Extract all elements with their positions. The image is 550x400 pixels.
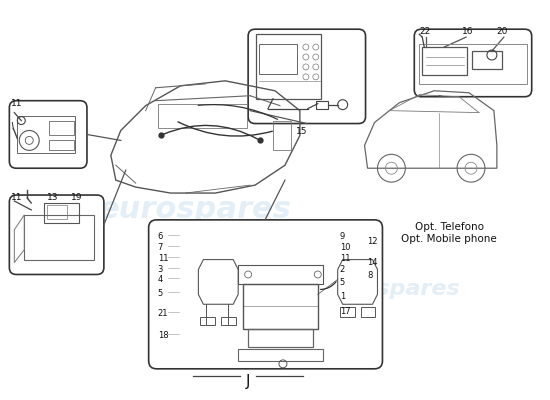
Text: 11: 11 xyxy=(12,193,23,202)
Text: 12: 12 xyxy=(367,237,378,246)
Text: 17: 17 xyxy=(340,307,350,316)
Bar xyxy=(472,51,502,69)
Text: 18: 18 xyxy=(158,331,168,340)
Text: J: J xyxy=(246,374,250,389)
Bar xyxy=(221,317,236,325)
Text: 15: 15 xyxy=(296,126,307,136)
Text: eurospares: eurospares xyxy=(99,196,292,224)
Text: 9: 9 xyxy=(340,232,345,241)
Bar xyxy=(259,44,297,74)
Bar xyxy=(47,205,67,219)
Text: 5: 5 xyxy=(340,278,345,288)
Text: 22: 22 xyxy=(419,27,431,36)
Bar xyxy=(316,101,328,109)
Text: 11: 11 xyxy=(158,254,168,263)
Text: 4: 4 xyxy=(158,276,163,284)
FancyBboxPatch shape xyxy=(248,29,366,124)
Text: 11: 11 xyxy=(340,254,350,263)
Text: 3: 3 xyxy=(158,264,163,274)
Text: 5: 5 xyxy=(158,289,163,298)
Text: 20: 20 xyxy=(496,27,507,36)
Bar xyxy=(273,120,291,150)
Text: 11: 11 xyxy=(12,99,23,108)
Text: Opt. Telefono: Opt. Telefono xyxy=(415,222,483,232)
FancyBboxPatch shape xyxy=(9,101,87,168)
Bar xyxy=(422,47,467,75)
Text: 21: 21 xyxy=(158,309,168,318)
Text: 10: 10 xyxy=(340,243,350,252)
FancyBboxPatch shape xyxy=(9,195,104,274)
Bar xyxy=(238,349,323,361)
Text: 19: 19 xyxy=(71,193,82,202)
FancyBboxPatch shape xyxy=(414,29,532,97)
Bar xyxy=(24,215,94,260)
Bar xyxy=(340,307,355,317)
Bar xyxy=(248,329,313,347)
Bar xyxy=(49,140,74,150)
Text: eurospares: eurospares xyxy=(319,279,460,299)
Text: 7: 7 xyxy=(158,243,163,252)
Bar xyxy=(256,34,321,99)
Bar xyxy=(158,104,247,128)
Bar xyxy=(238,264,323,284)
FancyBboxPatch shape xyxy=(148,220,382,369)
Bar xyxy=(243,284,318,329)
Bar xyxy=(17,116,75,153)
Text: 6: 6 xyxy=(158,232,163,241)
Bar xyxy=(361,307,376,317)
Bar xyxy=(44,203,79,223)
Text: 2: 2 xyxy=(340,264,345,274)
Text: 13: 13 xyxy=(47,193,59,202)
Text: 14: 14 xyxy=(367,258,378,266)
Bar xyxy=(49,120,74,136)
Text: Opt. Mobile phone: Opt. Mobile phone xyxy=(402,234,497,244)
Text: 1: 1 xyxy=(340,292,345,301)
Text: 16: 16 xyxy=(462,27,474,36)
Text: 8: 8 xyxy=(367,272,373,280)
Bar xyxy=(200,317,215,325)
